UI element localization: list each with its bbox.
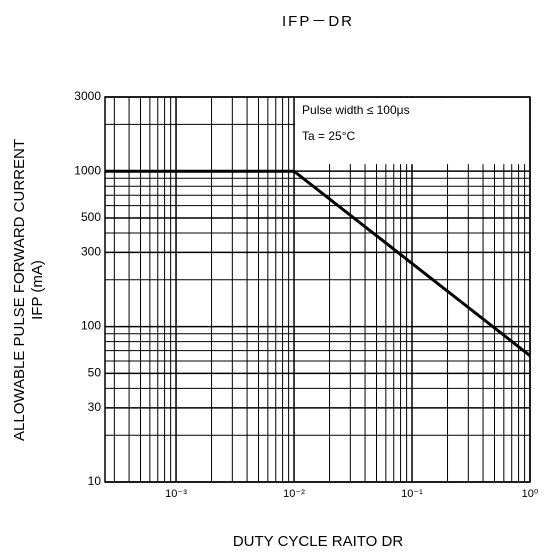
y-tick-label: 500	[81, 210, 101, 224]
y-axis-label: IFP (mA)	[29, 260, 46, 320]
plot-frame	[104, 96, 531, 483]
y-tick-label: 50	[88, 366, 102, 380]
y-tick-label: 1000	[74, 163, 101, 177]
y-tick-label: 30	[88, 400, 102, 414]
x-tick-label: 10⁰	[522, 488, 539, 500]
x-tick-label: 10⁻²	[283, 488, 305, 500]
y-tick-label: 10	[88, 474, 102, 488]
x-tick-label: 10⁻¹	[401, 488, 423, 500]
annotation: Pulse width ≤ 100μs	[302, 103, 410, 117]
data-line	[105, 169, 531, 357]
annotation-box	[295, 98, 529, 165]
y-tick-label: 3000	[74, 89, 101, 103]
y-tick-label: 100	[81, 319, 101, 333]
y-tick-label: 300	[81, 245, 101, 259]
annotation: Ta = 25°C	[302, 129, 355, 143]
x-tick-label: 10⁻³	[165, 488, 187, 500]
y-axis-label: ALLOWABLE PULSE FORWARD CURRENT	[11, 139, 28, 441]
x-axis-label: DUTY CYCLE RAITO DR	[233, 533, 403, 550]
chart-title: IFP－DR	[282, 13, 354, 30]
